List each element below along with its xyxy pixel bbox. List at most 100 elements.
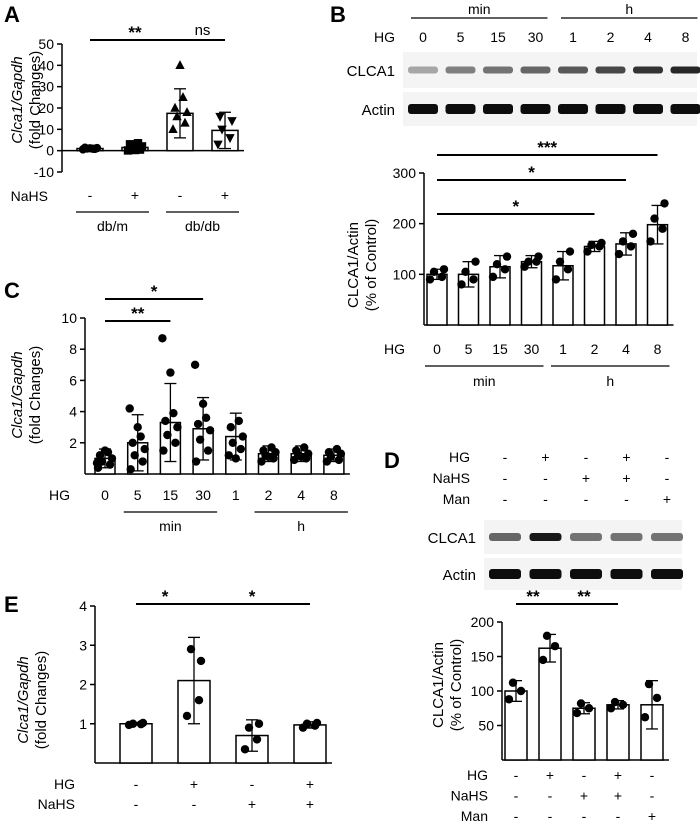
- row-category: 15: [492, 341, 508, 357]
- data-point: [312, 718, 322, 728]
- blot-header-sign: -: [543, 470, 548, 486]
- blot-band: [670, 66, 700, 74]
- blot-band: [633, 104, 663, 114]
- data-point: [534, 252, 543, 261]
- group-label: min: [159, 518, 182, 534]
- y-tick-label: 8: [69, 341, 77, 357]
- row-category: 4: [622, 341, 630, 357]
- data-point: [140, 444, 149, 454]
- bar: [293, 724, 327, 764]
- data-point: [644, 679, 654, 689]
- row-category: 30: [195, 487, 211, 503]
- data-point: [300, 443, 309, 452]
- data-point: [304, 449, 313, 458]
- data-point: [194, 696, 204, 705]
- data-point: [126, 465, 135, 474]
- row-sign: +: [306, 776, 314, 792]
- row-label: NaHS: [451, 788, 488, 804]
- data-point: [226, 423, 235, 432]
- data-point: [133, 139, 143, 148]
- blot-header-sign: -: [665, 470, 670, 486]
- data-point: [618, 700, 628, 709]
- data-point: [302, 719, 312, 728]
- data-point: [618, 237, 628, 246]
- data-point: [584, 704, 594, 713]
- data-point: [125, 404, 134, 413]
- data-point: [471, 257, 480, 266]
- data-point: [524, 257, 533, 266]
- data-point: [195, 435, 205, 444]
- group-label: db/db: [185, 218, 220, 234]
- row-category: 2: [591, 341, 599, 357]
- blot-band: [670, 104, 700, 114]
- data-point: [193, 419, 203, 429]
- blot-timepoint: 2: [607, 29, 615, 45]
- row-label: HG: [49, 487, 70, 503]
- data-point: [133, 423, 142, 432]
- row-sign: -: [616, 808, 621, 824]
- data-point: [429, 267, 439, 276]
- row-sign: -: [514, 767, 519, 783]
- significance-label: **: [128, 23, 142, 42]
- bar: [538, 647, 562, 761]
- row-sign: +: [306, 796, 314, 812]
- group-label: h: [297, 518, 305, 534]
- data-point: [597, 238, 606, 248]
- blot-header-sign: +: [663, 491, 671, 507]
- data-point: [231, 454, 240, 463]
- row-sign: -: [192, 796, 197, 812]
- group-label: h: [606, 373, 614, 389]
- row-label: HG: [384, 341, 405, 357]
- y-axis-label-sub: (fold Changes): [27, 51, 44, 149]
- data-point: [437, 272, 447, 282]
- y-tick-label: 20: [38, 100, 54, 116]
- y-tick-label: 200: [393, 216, 417, 232]
- data-point: [583, 247, 592, 256]
- blot-timepoint: 1: [569, 29, 577, 45]
- y-axis-label-sub: (fold Changes): [27, 346, 44, 444]
- row-category: 8: [330, 487, 338, 503]
- y-tick-label: 30: [38, 79, 54, 95]
- blot-band: [489, 533, 521, 541]
- data-point: [163, 430, 172, 440]
- data-point: [610, 697, 620, 707]
- data-point: [182, 107, 192, 116]
- blot-band: [489, 569, 521, 579]
- data-point: [469, 275, 478, 284]
- y-tick-label: 100: [471, 683, 495, 699]
- row-sign: +: [614, 767, 622, 783]
- data-point: [259, 446, 268, 455]
- row-sign: -: [650, 788, 655, 804]
- blot-hg-label: HG: [374, 29, 395, 45]
- data-point: [504, 695, 514, 704]
- row-category: 5: [134, 487, 142, 503]
- y-tick-label: 6: [69, 372, 77, 388]
- data-point: [628, 229, 638, 238]
- data-point: [228, 438, 237, 447]
- data-point: [203, 446, 213, 455]
- data-point: [550, 641, 560, 651]
- data-point: [161, 416, 170, 426]
- data-point: [182, 711, 192, 721]
- data-point: [138, 718, 148, 728]
- significance-label: **: [526, 587, 540, 606]
- y-tick-label: 2: [69, 435, 77, 451]
- blot-band: [408, 66, 438, 74]
- row-category: 30: [524, 341, 540, 357]
- y-tick-label: 4: [69, 404, 77, 420]
- y-tick-label: 0: [46, 143, 54, 159]
- data-point: [240, 745, 250, 754]
- row-category: 4: [297, 487, 305, 503]
- row-category: 1: [559, 341, 567, 357]
- data-point: [236, 444, 245, 454]
- data-point: [565, 247, 575, 256]
- row-label: NaHS: [38, 796, 75, 812]
- blot-header-label: Man: [443, 491, 470, 507]
- blot-band: [570, 533, 602, 541]
- y-axis-label-sub: (fold Changes): [33, 651, 50, 749]
- data-point: [171, 438, 180, 447]
- row-category: 15: [163, 487, 179, 503]
- significance-label: **: [131, 304, 145, 323]
- data-point: [516, 686, 526, 696]
- row-sign: -: [514, 808, 519, 824]
